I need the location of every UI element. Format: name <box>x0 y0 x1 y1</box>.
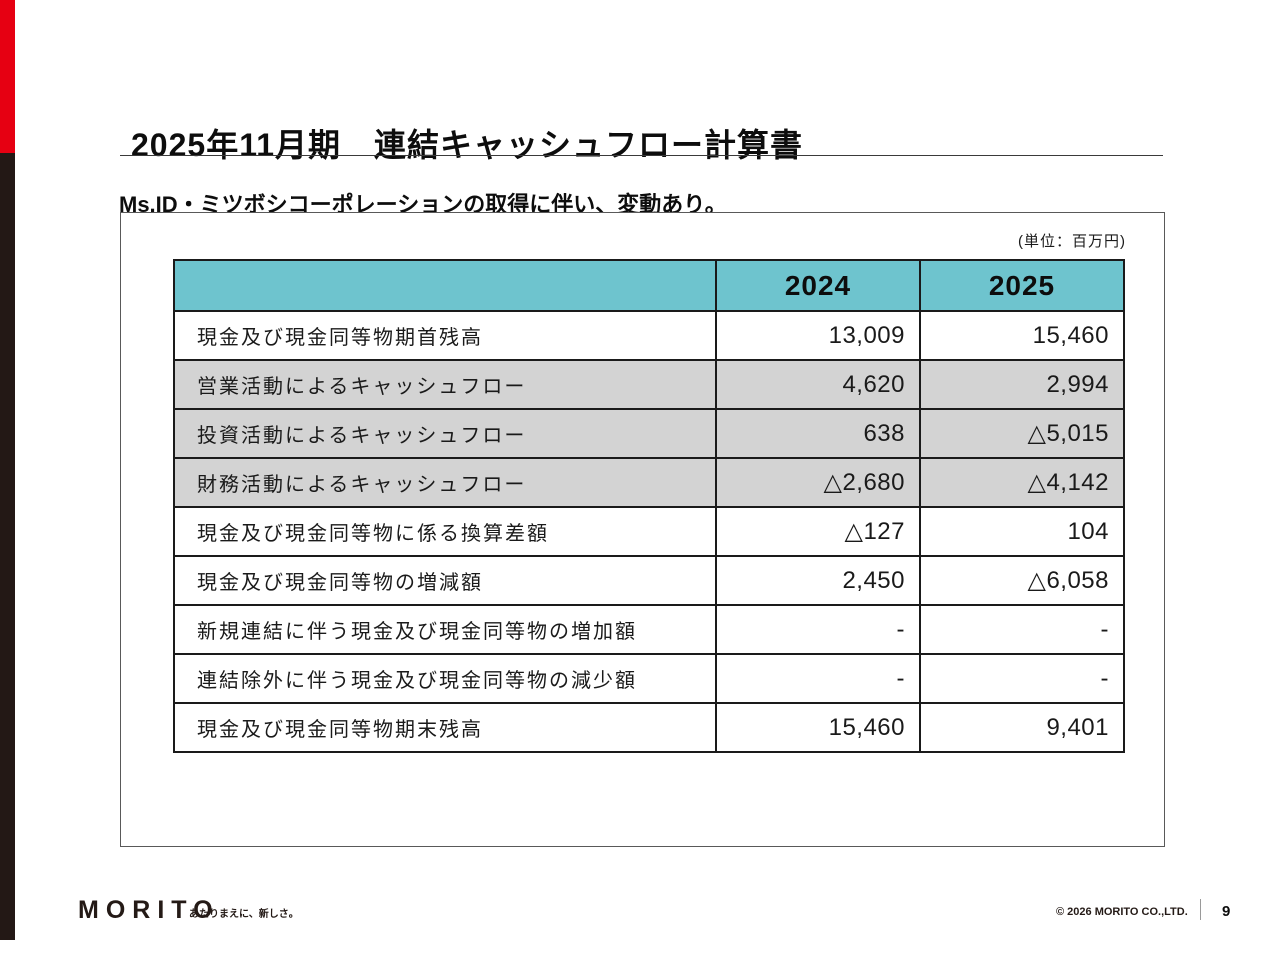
row-label: 現金及び現金同等物期末残高 <box>173 702 717 753</box>
left-accent-bar-black <box>0 153 15 940</box>
row-value-2024: △127 <box>715 506 921 557</box>
cashflow-table-body: 現金及び現金同等物期首残高 13,009 15,460 営業活動によるキャッシュフロー… <box>173 310 1125 753</box>
row-value-2024: 15,460 <box>715 702 921 753</box>
table-row: 現金及び現金同等物期首残高 13,009 15,460 <box>173 310 1125 361</box>
table-row: 現金及び現金同等物に係る換算差額 △127 104 <box>173 506 1125 557</box>
table-row: 連結除外に伴う現金及び現金同等物の減少額 - - <box>173 653 1125 704</box>
logo-tagline: あたりまえに、新しさ。 <box>189 909 299 920</box>
left-accent-bar-red <box>0 0 15 153</box>
row-label: 現金及び現金同等物に係る換算差額 <box>173 506 717 557</box>
row-label: 連結除外に伴う現金及び現金同等物の減少額 <box>173 653 717 704</box>
table-row: 営業活動によるキャッシュフロー 4,620 2,994 <box>173 359 1125 410</box>
row-value-2025: 9,401 <box>919 702 1125 753</box>
row-value-2024: - <box>715 604 921 655</box>
content-box: (単位：百万円) 2024 2025 現金及び現金同等物期首残高 13,009 15… <box>120 212 1165 847</box>
row-value-2024: 4,620 <box>715 359 921 410</box>
page-number: 9 <box>1222 903 1231 920</box>
row-value-2025: 2,994 <box>919 359 1125 410</box>
header-label-cell <box>173 259 717 312</box>
row-label: 財務活動によるキャッシュフロー <box>173 457 717 508</box>
morito-logo: MORITO <box>78 896 220 924</box>
cashflow-table: 2024 2025 現金及び現金同等物期首残高 13,009 15,460 営業活動に… <box>173 259 1125 753</box>
row-label: 営業活動によるキャッシュフロー <box>173 359 717 410</box>
table-row: 財務活動によるキャッシュフロー △2,680 △4,142 <box>173 457 1125 508</box>
row-value-2025: 104 <box>919 506 1125 557</box>
row-value-2025: 15,460 <box>919 310 1125 361</box>
row-label: 現金及び現金同等物期首残高 <box>173 310 717 361</box>
row-value-2025: - <box>919 653 1125 704</box>
copyright-text: © 2026 MORITO CO.,LTD. <box>1056 906 1188 918</box>
header-2025-cell: 2025 <box>919 259 1125 312</box>
table-row: 新規連結に伴う現金及び現金同等物の増加額 - - <box>173 604 1125 655</box>
row-value-2024: △2,680 <box>715 457 921 508</box>
table-row: 現金及び現金同等物の増減額 2,450 △6,058 <box>173 555 1125 606</box>
unit-note: (単位：百万円) <box>1018 233 1126 250</box>
row-value-2025: △5,015 <box>919 408 1125 459</box>
row-label: 現金及び現金同等物の増減額 <box>173 555 717 606</box>
row-value-2025: - <box>919 604 1125 655</box>
page-title: 2025年11月期 連結キャッシュフロー計算書 <box>131 127 804 164</box>
row-label: 投資活動によるキャッシュフロー <box>173 408 717 459</box>
row-value-2025: △4,142 <box>919 457 1125 508</box>
row-value-2024: 638 <box>715 408 921 459</box>
header-2024-cell: 2024 <box>715 259 921 312</box>
row-value-2025: △6,058 <box>919 555 1125 606</box>
table-header-row: 2024 2025 <box>173 259 1125 312</box>
footer-divider <box>1200 899 1201 920</box>
row-value-2024: - <box>715 653 921 704</box>
title-underline <box>120 155 1163 156</box>
row-value-2024: 13,009 <box>715 310 921 361</box>
table-row: 投資活動によるキャッシュフロー 638 △5,015 <box>173 408 1125 459</box>
table-row: 現金及び現金同等物期末残高 15,460 9,401 <box>173 702 1125 753</box>
row-label: 新規連結に伴う現金及び現金同等物の増加額 <box>173 604 717 655</box>
row-value-2024: 2,450 <box>715 555 921 606</box>
